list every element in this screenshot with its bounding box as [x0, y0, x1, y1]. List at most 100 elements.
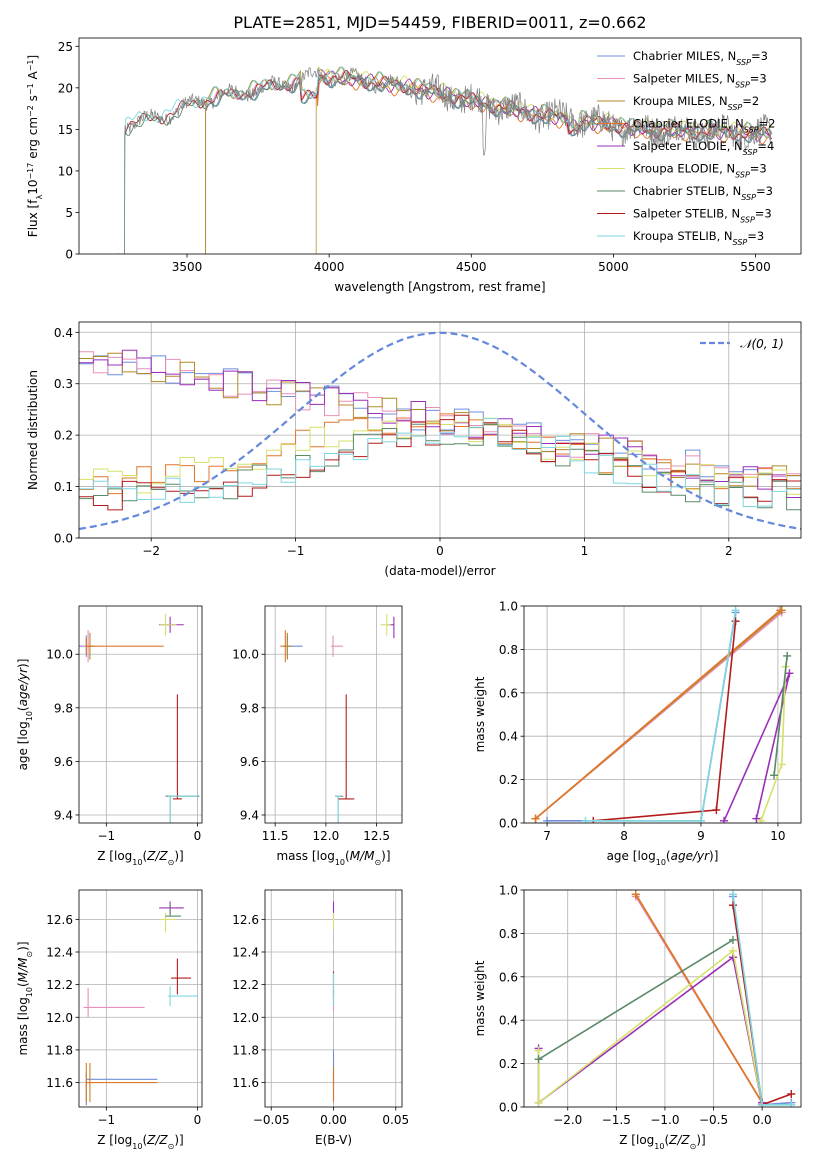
weight-vs-age-y-tick-label: 0.8: [499, 643, 518, 657]
residuals-x-tick-label: 1: [581, 544, 589, 558]
weight-vs-age-x-tick-label: 10: [770, 829, 785, 843]
weight-vs-age-y-tick-label: 1.0: [499, 600, 518, 614]
residuals-frame: [78, 321, 802, 539]
weight-series-line: [773, 655, 788, 776]
mass-vs-z-xlabel: Z [log10(Z/Z⊙)]: [97, 1133, 183, 1151]
weight-vs-age-plot-area: [531, 606, 794, 823]
weight-series-line: [537, 949, 763, 1105]
mass-vs-z-panel: −1 0 11.6 11.8 12.0 12.2 12.4 12.6 Z [log10(Z/Z⊙…: [16, 889, 203, 1151]
spectrum-x-tick-label: 4500: [456, 260, 487, 274]
mass-vs-ebv-y-tick-label: 12.0: [232, 1011, 259, 1025]
weight-vs-z-x-tick-label: −1.0: [650, 1113, 679, 1127]
mass-vs-ebv-xlabel: E(B-V): [315, 1133, 352, 1147]
mass-vs-z-y-tick-label: 12.0: [46, 1011, 73, 1025]
weight-vs-z-plot-area: [534, 890, 796, 1107]
age-vs-z-y-tick-label: 9.6: [54, 755, 73, 769]
figure-title: PLATE=2851, MJD=54459, FIBERID=0011, z=0…: [233, 13, 646, 32]
spectrum-y-tick-label: 0: [65, 248, 73, 262]
legend-entry-label: Kroupa ELODIE, NSSP=3: [633, 162, 767, 180]
legend-entry-label: Kroupa MILES, NSSP=2: [633, 94, 759, 112]
spectrum-x-tick-label: 3500: [172, 260, 203, 274]
residual-histogram: [79, 418, 801, 507]
age-vs-z-y-tick-label: 9.8: [54, 701, 73, 715]
weight-vs-z-x-tick-label: −2.0: [553, 1113, 582, 1127]
age-vs-z-frame: [78, 605, 203, 824]
age-vs-mass-frame: [264, 605, 403, 824]
mass-vs-ebv-y-tick-label: 12.6: [232, 913, 259, 927]
plots-container: 3500 4000 4500 5000 55000510152025wavelength…: [16, 37, 802, 1151]
age-vs-mass-y-tick-label: 9.8: [240, 701, 259, 715]
weight-vs-age-frame: [523, 605, 802, 824]
residuals-y-tick-label: 0.4: [54, 326, 73, 340]
weight-vs-z-xlabel: Z [log10(Z/Z⊙)]: [619, 1133, 705, 1151]
legend-entry-label: Chabrier ELODIE, NSSP=2: [633, 117, 775, 135]
weight-vs-age-x-tick-label: 9: [697, 829, 705, 843]
mass-vs-ebv-y-tick-label: 12.2: [232, 978, 259, 992]
mass-vs-z-y-tick-label: 12.4: [46, 946, 73, 960]
spectrum-y-tick-label: 20: [58, 81, 73, 95]
weight-series-line: [547, 612, 737, 822]
residuals-x-tick-label: 2: [725, 544, 733, 558]
spectrum-y-tick-label: 15: [58, 123, 73, 137]
age-vs-z-x-tick-label: −1: [97, 829, 115, 843]
weight-vs-z-frame: [523, 889, 802, 1108]
mass-vs-ebv-y-tick-label: 11.8: [232, 1043, 259, 1057]
mass-vs-z-y-tick-label: 12.2: [46, 978, 73, 992]
spectrum-plot-area: [115, 65, 773, 254]
age-vs-mass-x-tick-label: 12.5: [363, 829, 390, 843]
weight-vs-z-y-tick-label: 0.2: [499, 1057, 518, 1071]
residuals-x-tick-label: −2: [142, 544, 160, 558]
mass-vs-ebv-y-tick-label: 12.4: [232, 946, 259, 960]
mass-vs-z-x-tick-label: −1: [97, 1113, 115, 1127]
weight-vs-z-panel: −2.0 −1.5 −1.0 −0.5 0.0 0.0 0.2 0.4 0.6 0.8 1.0 Z […: [473, 884, 802, 1151]
residual-histogram: [79, 413, 801, 495]
weight-series-line: [723, 672, 791, 822]
age-vs-z-ylabel: age [log10(age/yr)]: [16, 659, 34, 771]
residuals-y-tick-label: 0.3: [54, 377, 73, 391]
spectrum-panel: 3500 4000 4500 5000 5500 0 5 10 15 20 25 wavelength…: [26, 37, 802, 294]
data-spectrum-line: [115, 67, 772, 254]
spectrum-x-tick-label: 5500: [740, 260, 771, 274]
mass-vs-z-ylabel: mass [log10(M/M⊙)]: [16, 941, 34, 1055]
age-vs-z-y-tick-label: 9.4: [54, 808, 73, 822]
legend-entry-label: Salpeter ELODIE, NSSP=4: [633, 139, 774, 157]
weight-vs-z-y-tick-label: 1.0: [499, 884, 518, 898]
legend-entry-label: Kroupa STELIB, NSSP=3: [633, 229, 764, 247]
age-vs-mass-panel: 11.5 12.0 12.5 9.4 9.6 9.8 10.0 mass [log10(M/M…: [232, 605, 403, 867]
spectrum-y-tick-label: 5: [65, 206, 73, 220]
age-vs-mass-plot-area: [280, 614, 395, 823]
legend-entry-label: Chabrier STELIB, NSSP=3: [633, 184, 773, 202]
weight-vs-z-x-tick-label: −1.5: [602, 1113, 631, 1127]
gaussian-curve: [79, 331, 801, 531]
residuals-y-tick-label: 0.2: [54, 429, 73, 443]
weight-series-line: [585, 610, 737, 822]
mass-vs-ebv-x-tick-label: 0.00: [320, 1113, 347, 1127]
residuals-x-tick-label: −1: [287, 544, 305, 558]
legend-entry-label: Salpeter STELIB, NSSP=3: [633, 207, 772, 225]
weight-vs-age-panel: 7 8 9 10 0.0 0.2 0.4 0.6 0.8 1.0 age [log10(age/yr…: [473, 600, 802, 867]
gaussian-legend-label: 𝒩(0, 1): [740, 337, 784, 351]
mass-vs-z-plot-area: [83, 901, 198, 1106]
spectrum-frame: [78, 37, 802, 255]
mass-vs-z-y-tick-label: 11.8: [46, 1043, 73, 1057]
weight-vs-age-ylabel: mass weight: [473, 676, 487, 752]
age-vs-mass-xlabel: mass [log10(M/M⊙)]: [276, 849, 390, 867]
mass-vs-ebv-x-tick-label: 0.05: [382, 1113, 409, 1127]
weight-vs-age-x-tick-label: 7: [543, 829, 551, 843]
spectrum-x-tick-label: 5000: [598, 260, 629, 274]
weight-vs-age-y-tick-label: 0.4: [499, 730, 518, 744]
weight-series-line: [537, 955, 763, 1105]
weight-vs-z-y-tick-label: 0.8: [499, 927, 518, 941]
weight-vs-age-y-tick-label: 0.6: [499, 686, 518, 700]
mass-vs-z-y-tick-label: 11.6: [46, 1076, 73, 1090]
residuals-panel: −2 −1 0 1 2 0.0 0.1 0.2 0.3 0.4 (data-model)/error…: [26, 321, 802, 578]
spectrum-x-tick-label: 4000: [314, 260, 345, 274]
age-vs-z-xlabel: Z [log10(Z/Z⊙)]: [97, 849, 183, 867]
weight-vs-age-y-tick-label: 0.0: [499, 817, 518, 831]
weight-vs-z-y-tick-label: 0.4: [499, 1014, 518, 1028]
age-vs-mass-y-tick-label: 9.6: [240, 755, 259, 769]
mass-vs-ebv-y-tick-label: 11.6: [232, 1076, 259, 1090]
age-vs-z-y-tick-label: 10.0: [46, 648, 73, 662]
weight-vs-z-ylabel: mass weight: [473, 960, 487, 1036]
